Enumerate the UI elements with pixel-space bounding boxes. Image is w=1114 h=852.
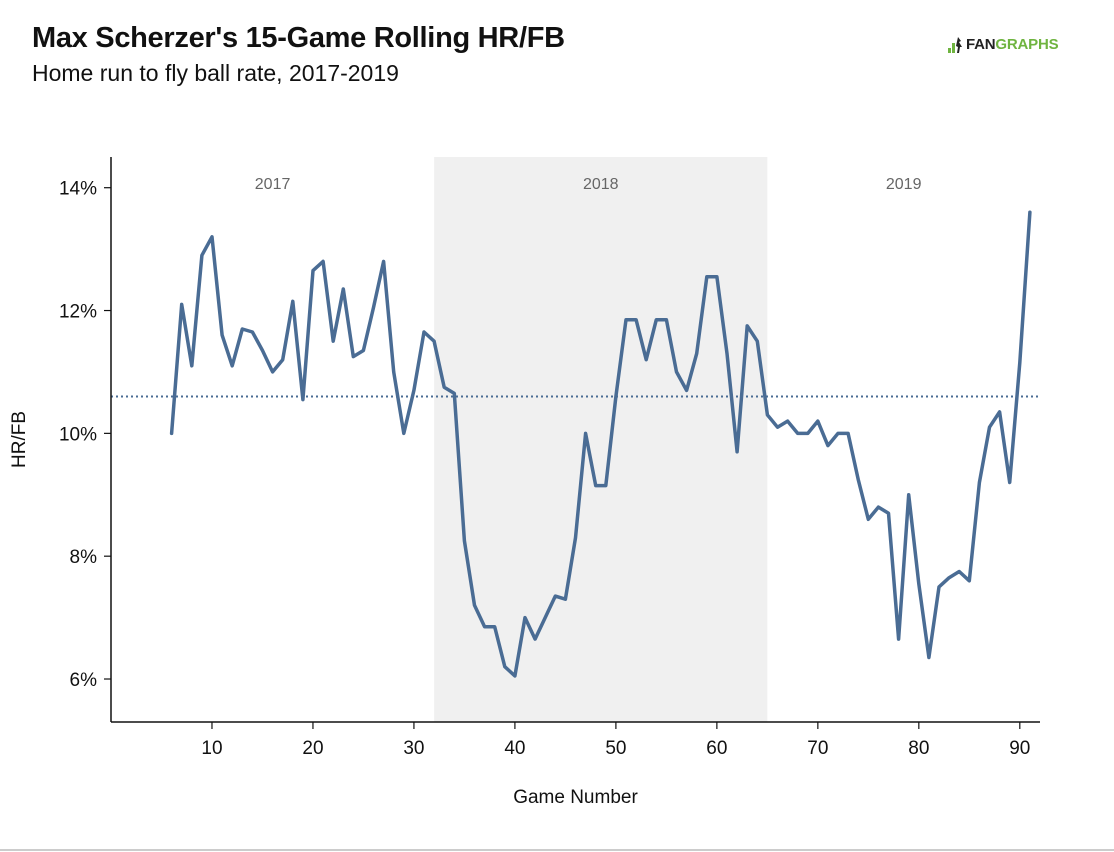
fangraphs-logo: FANGRAPHS [947, 35, 1082, 55]
season-label-2017: 2017 [255, 176, 291, 193]
x-axis-label: Game Number [513, 787, 638, 808]
y-tick-label: 6% [70, 670, 98, 691]
x-tick-label: 10 [201, 738, 222, 759]
y-tick-label: 8% [70, 547, 98, 568]
season-label-2019: 2019 [886, 176, 922, 193]
x-tick-label: 60 [706, 738, 727, 759]
season-label-2018: 2018 [583, 176, 619, 193]
x-tick-label: 50 [605, 738, 626, 759]
series-line-hrfb [169, 210, 1032, 678]
logo-graphs-text: GRAPHS [995, 36, 1059, 53]
bottom-divider [0, 849, 1114, 851]
y-tick-label: 14% [59, 179, 97, 200]
y-axis-label: HR/FB [9, 411, 30, 468]
x-tick-label: 40 [504, 738, 525, 759]
y-tick-label: 10% [59, 424, 97, 445]
fangraphs-logo-icon [948, 37, 962, 53]
y-tick-label: 12% [59, 302, 97, 323]
x-tick-label: 80 [908, 738, 929, 759]
x-tick-label: 70 [807, 738, 828, 759]
x-tick-label: 90 [1009, 738, 1030, 759]
fangraphs-logo-text: FANGRAPHS [966, 36, 1059, 53]
logo-fan-text: FAN [966, 36, 996, 53]
x-tick-label: 30 [403, 738, 424, 759]
chart-title: Max Scherzer's 15-Game Rolling HR/FB [32, 22, 565, 54]
chart-subtitle: Home run to fly ball rate, 2017-2019 [32, 60, 399, 86]
season-shade-2018 [434, 157, 768, 722]
x-tick-label: 20 [302, 738, 323, 759]
